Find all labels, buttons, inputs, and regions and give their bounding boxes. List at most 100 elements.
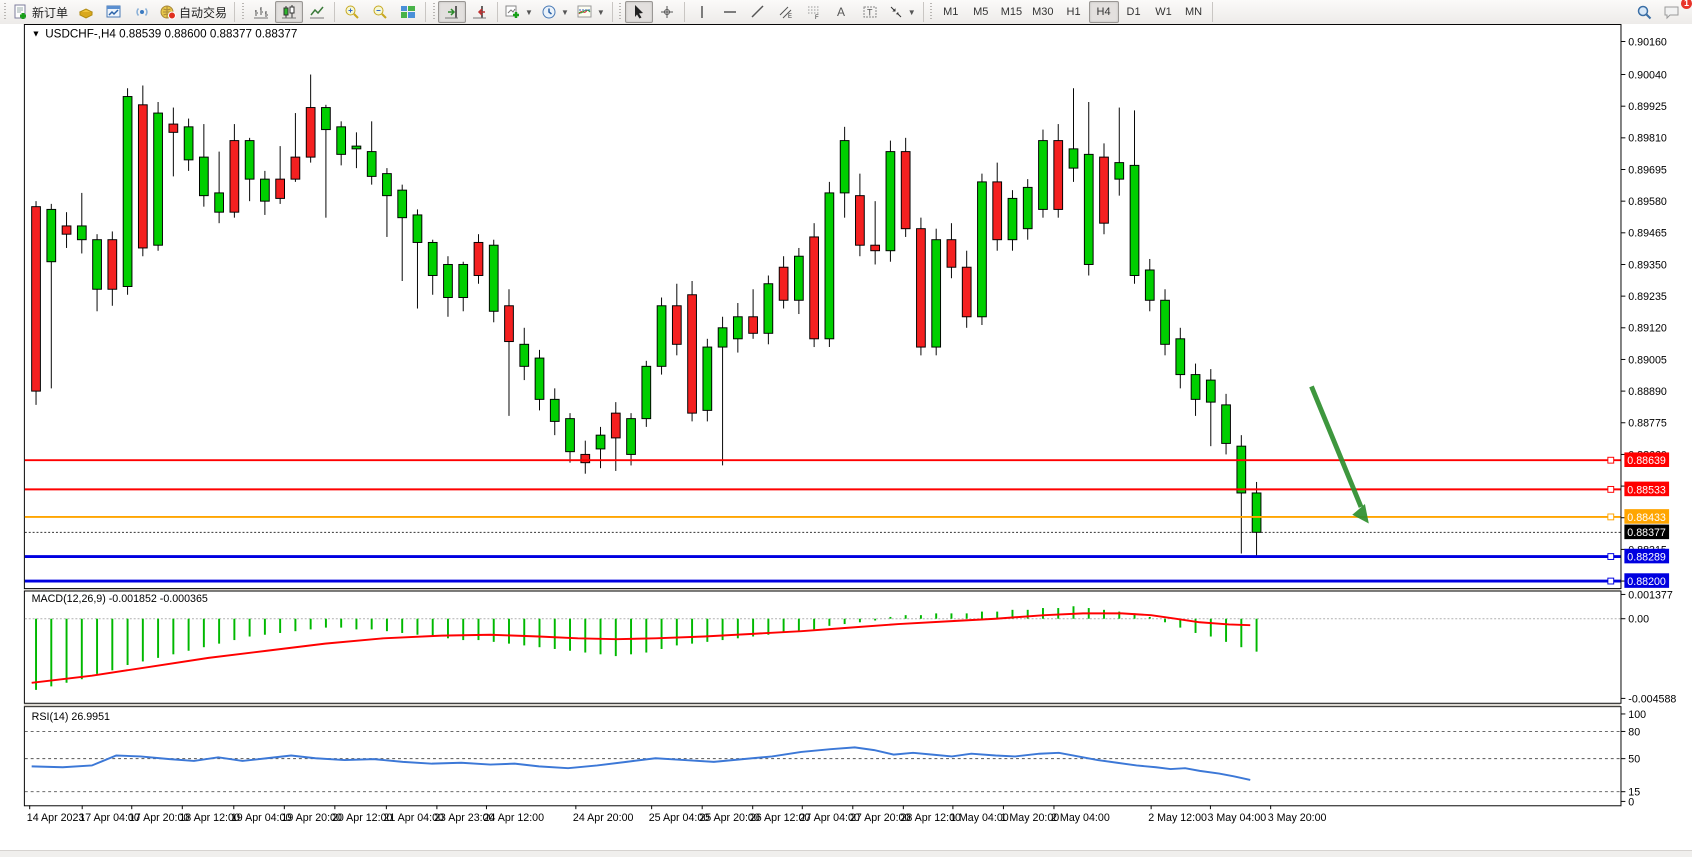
dropdown-caret-icon: ▼: [560, 7, 569, 17]
candle-body: [748, 316, 758, 334]
chart-area[interactable]: 0.90160 0.90040 0.89925 0.89810 0.89695 0.895…: [0, 24, 1692, 850]
signals-button[interactable]: [128, 1, 156, 23]
line-handle[interactable]: [1607, 577, 1615, 585]
channel-icon: E: [779, 6, 792, 20]
bar-chart-button[interactable]: [247, 1, 275, 23]
horizontal-line-button[interactable]: [716, 1, 744, 23]
price-label-box: [1624, 548, 1670, 564]
candle-body: [1129, 164, 1140, 276]
tile-windows-button[interactable]: [394, 1, 422, 23]
macd-pane[interactable]: [23, 590, 1622, 704]
price-axis-tick-label: 0.90040: [1628, 69, 1667, 81]
equidistant-channel-button[interactable]: E: [772, 1, 800, 23]
line-handle[interactable]: [1607, 513, 1615, 521]
period-button[interactable]: ▼: [537, 1, 573, 23]
candle-body: [717, 327, 728, 348]
line-handle[interactable]: [1607, 553, 1615, 560]
price-pane[interactable]: [23, 24, 1622, 590]
price-axis-tick-label: 0.89465: [1628, 228, 1667, 240]
line-price-label: 0.88639: [1627, 455, 1666, 467]
rsi-pane[interactable]: [23, 706, 1622, 807]
timeframe-h1-button[interactable]: H1: [1066, 6, 1081, 18]
text-label-button[interactable]: T: [856, 1, 884, 23]
svg-text:F: F: [815, 15, 819, 20]
zoom-in-button[interactable]: [338, 1, 366, 23]
crosshair-button[interactable]: [653, 1, 681, 23]
cursor-button[interactable]: [624, 1, 653, 23]
usdchf-h4-chart[interactable]: 0.90160 0.90040 0.89925 0.89810 0.89695 0.895…: [0, 24, 1692, 850]
candlestick-chart-button[interactable]: [275, 1, 304, 23]
toolbar-separator: [683, 2, 685, 22]
price-axis-tick-label: 0.89005: [1628, 354, 1667, 366]
notifications-button[interactable]: 1: [1658, 0, 1692, 23]
toolbar-grip[interactable]: [240, 3, 246, 21]
toolbar-grip[interactable]: [431, 3, 437, 21]
vertical-line-button[interactable]: [688, 1, 716, 23]
zoom-out-button[interactable]: [366, 1, 394, 23]
pane-splitter[interactable]: [23, 589, 1621, 591]
line-handle[interactable]: [1607, 456, 1615, 464]
candle-body: [351, 145, 362, 150]
candle-body: [992, 181, 1003, 241]
timeframe-m15-button[interactable]: M15: [1000, 6, 1023, 18]
line-chart-button[interactable]: [303, 1, 331, 23]
history-center-button[interactable]: [72, 1, 100, 23]
timeframe-m1-button[interactable]: M1: [943, 6, 959, 18]
timeframe-w1-button[interactable]: W1: [1155, 6, 1172, 18]
time-axis-label: 24 Apr 12:00: [484, 812, 545, 824]
candle-body: [107, 239, 118, 290]
timeframe-mn-button[interactable]: MN: [1184, 6, 1203, 18]
macd-axis-label: 0.00: [1628, 614, 1649, 626]
candle-body: [671, 305, 682, 345]
price-label-box: [1624, 573, 1670, 588]
candle-body: [1114, 162, 1125, 180]
svg-text:T: T: [867, 8, 873, 18]
notification-badge: 1: [1681, 0, 1692, 9]
search-icon: [1637, 5, 1651, 19]
templates-button[interactable]: ▼: [501, 1, 537, 23]
fibonacci-button[interactable]: F: [800, 1, 828, 23]
autotrading-button[interactable]: 自动交易: [156, 1, 231, 23]
market-watch-button[interactable]: [100, 1, 128, 23]
toolbar-grip[interactable]: [617, 3, 623, 21]
pane-splitter[interactable]: [23, 704, 1621, 707]
line-price-label: 0.88289: [1627, 551, 1666, 563]
chart-shift-button[interactable]: [466, 1, 494, 23]
signal-icon: [136, 7, 148, 17]
trendline-button[interactable]: [744, 1, 772, 23]
toolbar-grip[interactable]: [2, 3, 7, 21]
new-order-button[interactable]: 新订单: [9, 1, 72, 23]
timeframe-h4-button[interactable]: H4: [1088, 1, 1119, 23]
text-button[interactable]: A: [828, 1, 856, 23]
candle-body: [961, 266, 972, 318]
toolbar-grip[interactable]: [928, 3, 934, 21]
time-axis-label: 14 Apr 2023: [27, 812, 85, 824]
drawn-down-arrow[interactable]: [1309, 385, 1364, 508]
auto-scroll-button[interactable]: [438, 1, 467, 23]
search-button[interactable]: [1630, 1, 1658, 23]
candle-body: [427, 241, 438, 276]
candle-body: [229, 140, 240, 213]
candle-body: [46, 208, 57, 263]
drawn-down-arrow-head[interactable]: [1352, 504, 1369, 524]
indicators-button[interactable]: ▼: [573, 1, 609, 23]
timeframe-m5-button[interactable]: M5: [973, 6, 989, 18]
candle-body: [519, 343, 530, 367]
time-axis-label: 28 Apr 12:00: [900, 812, 961, 824]
price-label-box: [1624, 509, 1670, 524]
candle-body: [977, 181, 987, 318]
main-toolbar: 新订单 自动交易 ▼ ▼: [0, 0, 1692, 25]
time-axis-label: 18 Apr 12:00: [179, 812, 240, 824]
candle-body: [580, 453, 591, 464]
arrows-button[interactable]: ▼: [884, 1, 920, 23]
candle-body: [626, 418, 636, 455]
autotrading-icon: [160, 5, 177, 20]
candle-body: [1099, 156, 1109, 224]
timeframe-d1-button[interactable]: D1: [1126, 6, 1141, 18]
timeframe-m30-button[interactable]: M30: [1032, 6, 1054, 18]
time-axis-label: 2 May 12:00: [1148, 812, 1207, 824]
candle-body: [366, 151, 377, 177]
candle-body: [855, 195, 865, 246]
line-handle[interactable]: [1607, 485, 1615, 493]
